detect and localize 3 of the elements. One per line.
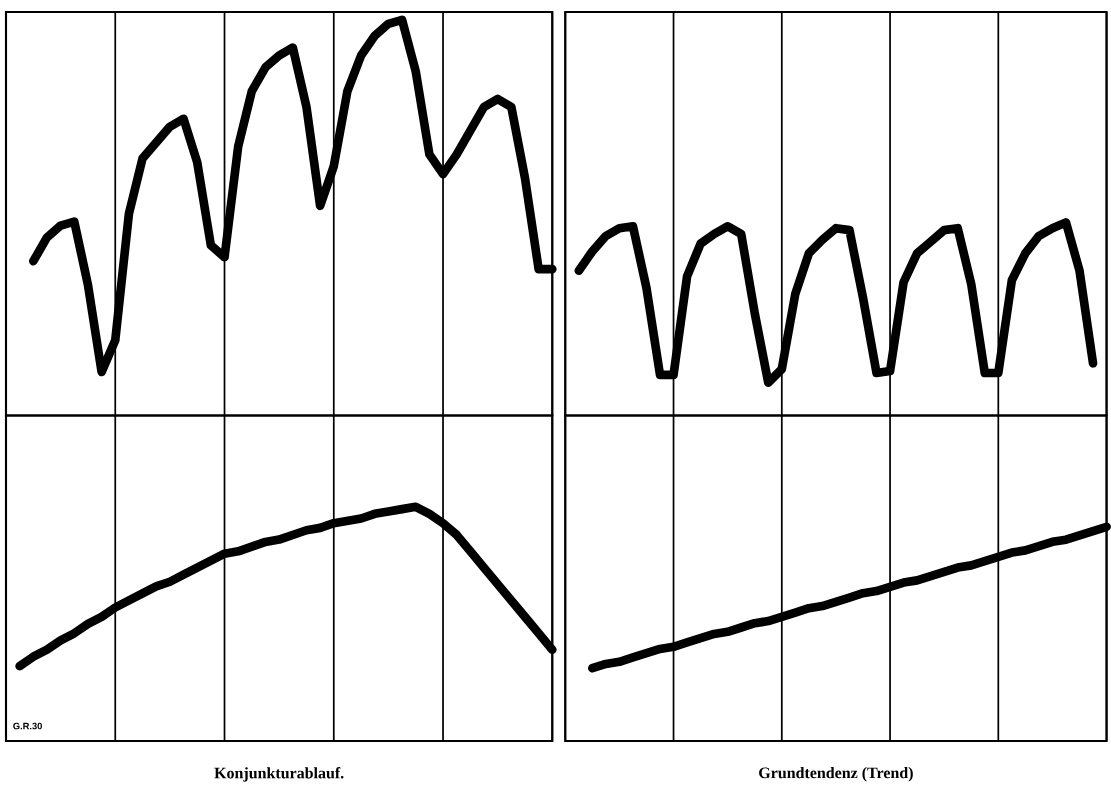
x-axis-title: Grundtendenz (Trend) — [759, 766, 913, 782]
x-axis-title: Konjunkturablauf. — [214, 766, 344, 782]
annotation: G.R.30 — [13, 722, 42, 730]
